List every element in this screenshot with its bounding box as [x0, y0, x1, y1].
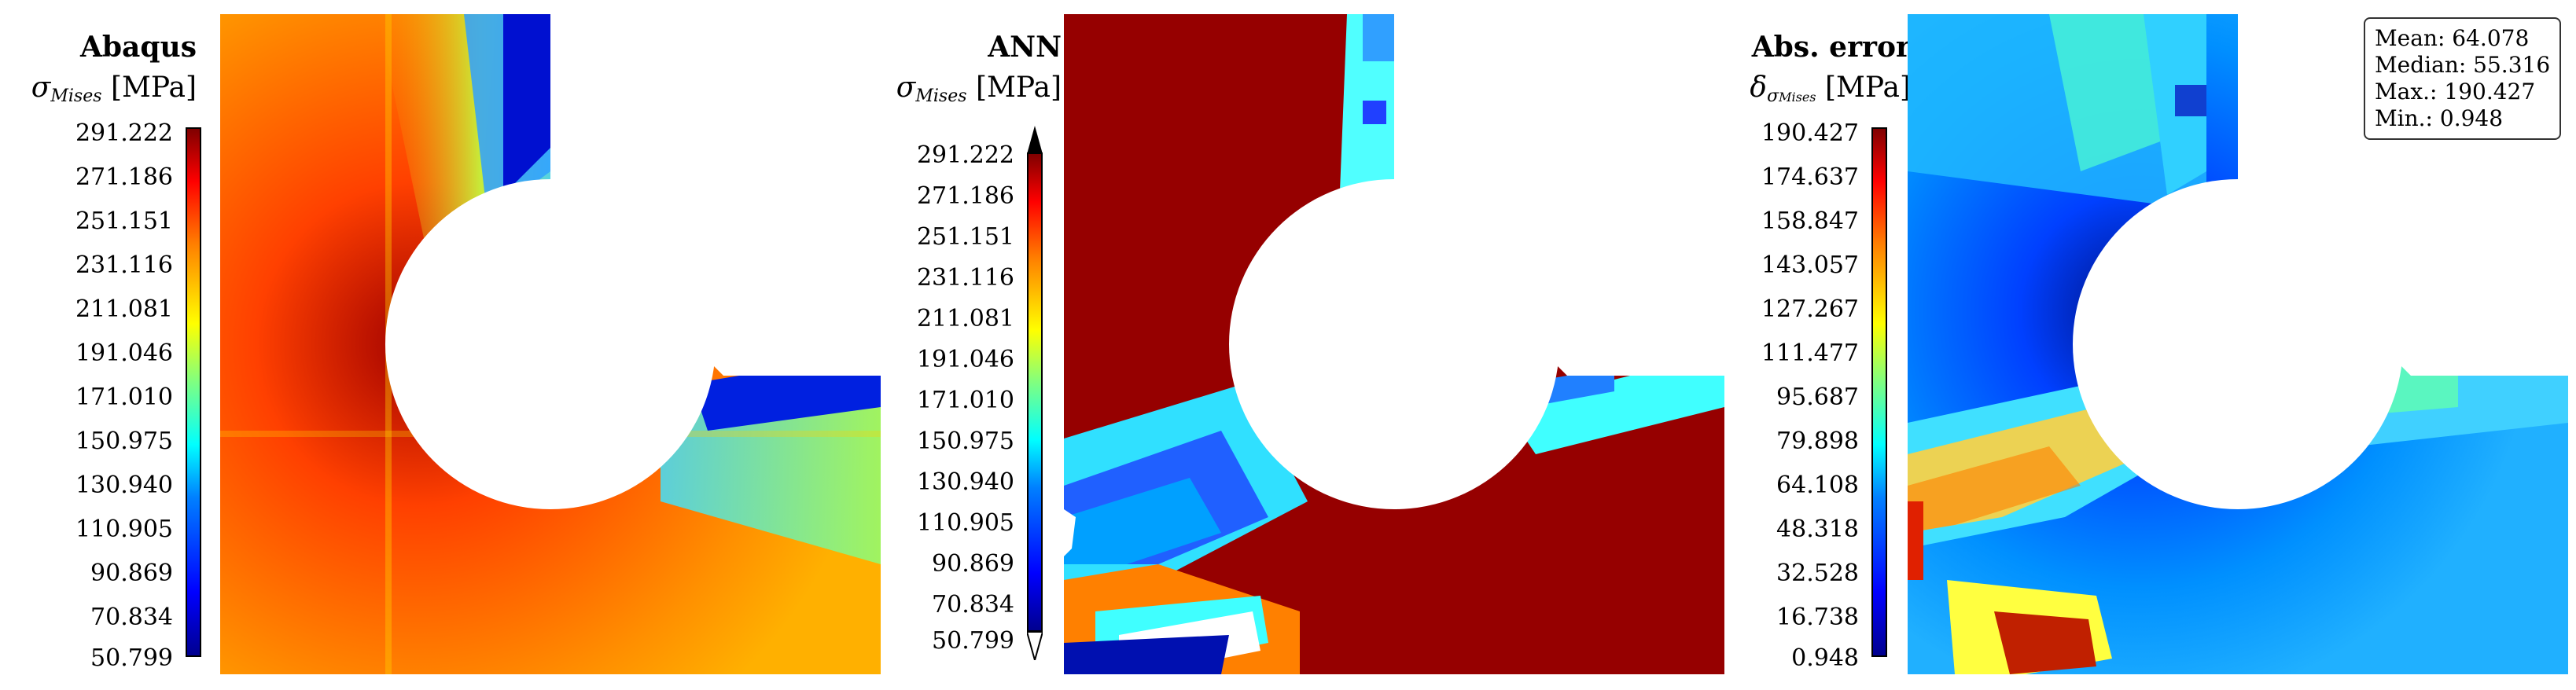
quantity-symbol: δ [1750, 72, 1768, 104]
stat-max: Max.: 190.427 [2375, 79, 2536, 105]
colorbar-tick: 158.847 [1761, 207, 1859, 235]
colorbar-tick: 271.186 [916, 182, 1014, 210]
panel-title: Abaqus [79, 31, 197, 64]
colorbar-tick: 291.222 [916, 141, 1014, 169]
panel-title: Abs. error [1751, 31, 1911, 64]
colorbar-tick: 50.799 [90, 644, 173, 672]
stress-field-plot [1064, 14, 1724, 674]
colorbar-tick: 171.010 [916, 387, 1014, 414]
quantity-label: σMises [MPa] [841, 72, 1062, 112]
colorbar [1027, 152, 1043, 632]
quantity-subscript: σMises [1767, 86, 1816, 106]
panel-ann: ANN σMises [MPa] 291.222 271.186 251.151… [841, 0, 1724, 690]
stat-min: Min.: 0.948 [2375, 105, 2504, 131]
panel-abaqus: Abaqus σMises [MPa] 291.222 271.186 251.… [0, 0, 881, 690]
colorbar-tick: 191.046 [75, 339, 173, 367]
colorbar-tick: 32.528 [1776, 560, 1859, 587]
quantity-symbol: σ [31, 72, 51, 104]
quantity-label: σMises [MPa] [0, 72, 197, 112]
colorbar-tick: 130.940 [916, 468, 1014, 496]
statistics-box: Mean: 64.078 Median: 55.316 Max.: 190.42… [2364, 17, 2562, 140]
colorbar-tick: 211.081 [75, 295, 173, 323]
colorbar-tick: 143.057 [1761, 251, 1859, 279]
colorbar-tick: 191.046 [916, 346, 1014, 373]
colorbar-tick: 130.940 [75, 472, 173, 499]
colorbar-tick: 16.738 [1776, 604, 1859, 631]
quantity-subscript-symbol: σ [1767, 86, 1779, 106]
colorbar-tick: 271.186 [75, 163, 173, 191]
colorbar-tick: 231.116 [75, 251, 173, 279]
colorbar-tick: 90.869 [90, 560, 173, 587]
colorbar-tick: 190.427 [1761, 119, 1859, 147]
unit-label: [MPa] [110, 72, 197, 104]
colorbar-tick: 127.267 [1761, 295, 1859, 323]
stat-median: Median: 55.316 [2375, 52, 2551, 78]
quantity-subsubscript: Mises [1779, 90, 1816, 105]
panel-title: ANN [988, 31, 1062, 64]
colorbar-tick: 64.108 [1776, 472, 1859, 499]
quantity-subscript: Mises [50, 86, 102, 106]
colorbar-tick: 211.081 [916, 305, 1014, 332]
colorbar-tick: 70.834 [90, 604, 173, 631]
colorbar-tick: 50.799 [932, 627, 1014, 655]
unit-label: [MPa] [975, 72, 1062, 104]
colorbar-tick: 251.151 [916, 223, 1014, 251]
colorbar-tick: 150.975 [75, 428, 173, 455]
colorbar [186, 127, 201, 657]
colorbar-extend-arrow-top [1027, 126, 1043, 154]
colorbar-tick: 171.010 [75, 384, 173, 411]
panel-abs-error: Abs. error δσMises [MPa] 190.427 174.637… [1683, 0, 2568, 690]
unit-label: [MPa] [1824, 72, 1911, 104]
colorbar-extend-arrow-bottom [1027, 632, 1043, 660]
colorbar-tick: 251.151 [75, 207, 173, 235]
colorbar-tick: 70.834 [932, 591, 1014, 618]
colorbar-tick: 79.898 [1776, 428, 1859, 455]
colorbar-tick: 174.637 [1761, 163, 1859, 191]
colorbar-tick: 111.477 [1761, 339, 1859, 367]
quantity-symbol: σ [896, 72, 916, 104]
quantity-label: δσMises [MPa] [1683, 72, 1911, 113]
colorbar-tick: 90.869 [932, 550, 1014, 578]
colorbar-tick: 48.318 [1776, 516, 1859, 543]
quantity-subscript: Mises [915, 86, 967, 106]
stat-mean: Mean: 64.078 [2375, 25, 2530, 51]
colorbar-tick: 110.905 [75, 516, 173, 543]
colorbar-tick: 0.948 [1791, 644, 1859, 672]
colorbar-tick: 231.116 [916, 264, 1014, 292]
colorbar-tick: 150.975 [916, 428, 1014, 455]
stress-field-plot [220, 14, 881, 674]
colorbar-tick: 291.222 [75, 119, 173, 147]
colorbar-tick: 110.905 [916, 509, 1014, 537]
colorbar-tick: 95.687 [1776, 384, 1859, 411]
colorbar [1871, 127, 1887, 657]
error-field-plot [1908, 14, 2568, 674]
